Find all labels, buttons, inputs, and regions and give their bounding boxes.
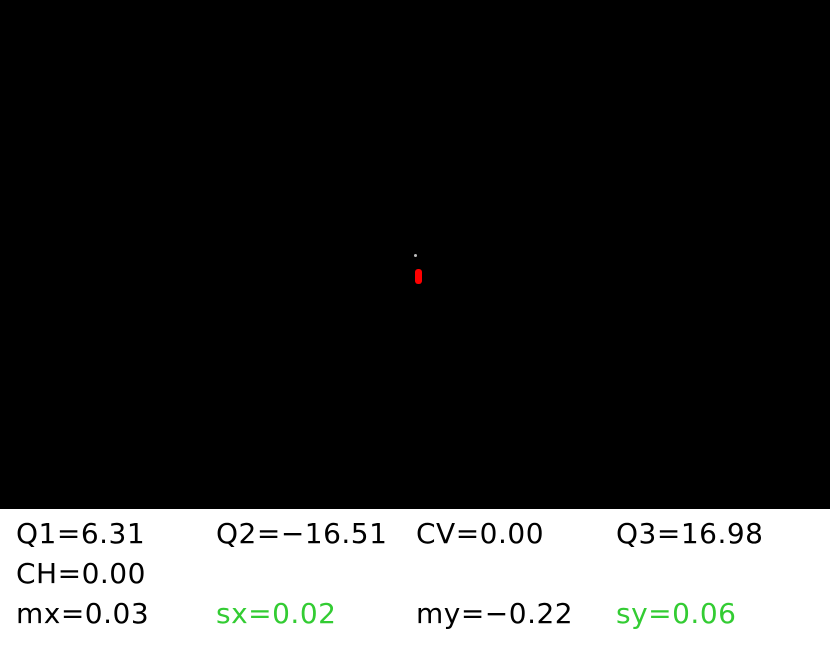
beam-viewport	[0, 0, 830, 509]
readout-cv: CV=0.00	[416, 517, 545, 550]
readout-sy: sy=0.06	[616, 597, 737, 630]
beam-spot	[415, 269, 422, 284]
readout-panel: Q1=6.31 Q2=−16.51 CV=0.00 Q3=16.98 CH=0.…	[0, 509, 830, 646]
readout-q2: Q2=−16.51	[216, 517, 388, 550]
readout-q3: Q3=16.98	[616, 517, 764, 550]
readout-mx: mx=0.03	[16, 597, 150, 630]
readout-q1: Q1=6.31	[16, 517, 146, 550]
readout-sx: sx=0.02	[216, 597, 337, 630]
readout-my: my=−0.22	[416, 597, 574, 630]
readout-ch: CH=0.00	[16, 557, 146, 590]
center-marker	[414, 254, 417, 257]
